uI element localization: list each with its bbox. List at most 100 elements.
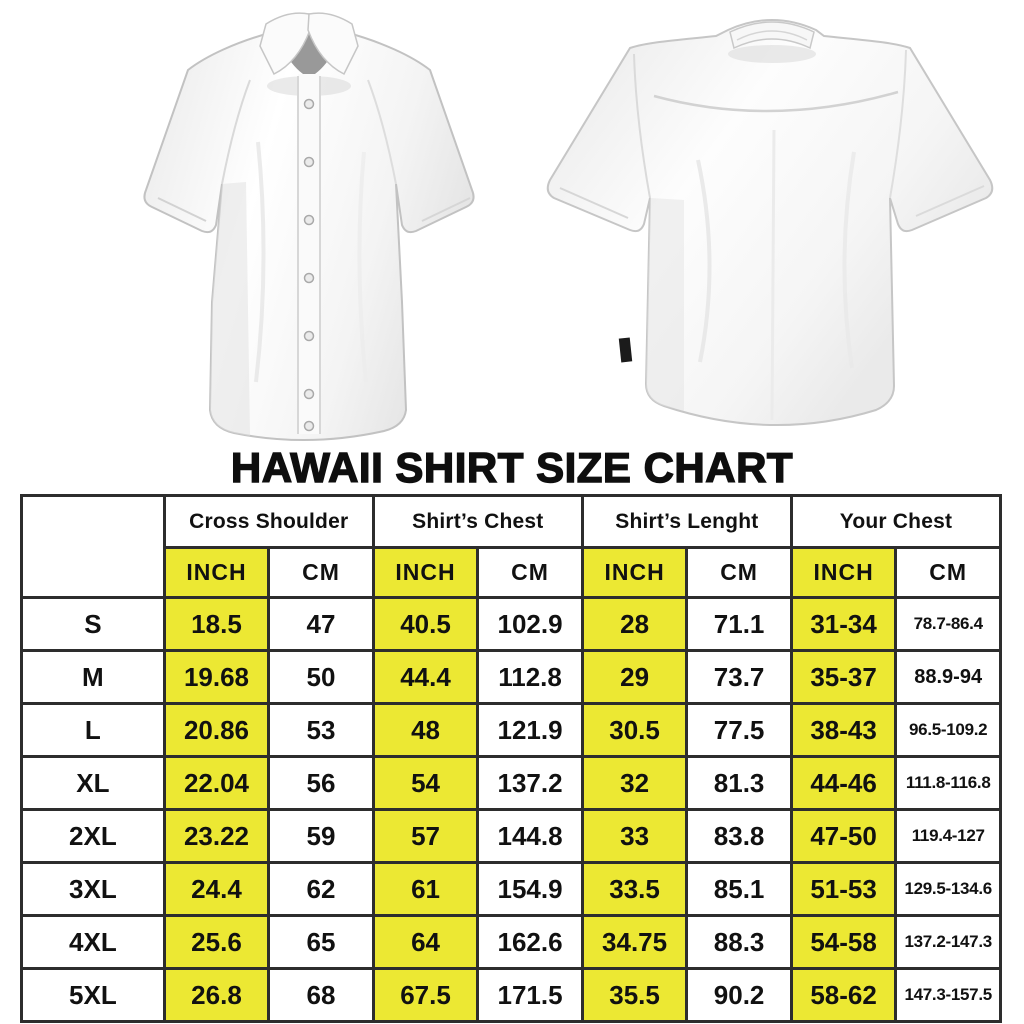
size-chart-table: Cross Shoulder Shirt’s Chest Shirt’s Len… <box>20 494 1003 1023</box>
shirt-buttons <box>303 98 315 432</box>
size-cell: 2XL <box>20 808 166 864</box>
inch-value-cell: 24.4 <box>162 861 271 917</box>
cm-value-cell: 162.6 <box>476 914 584 970</box>
size-cell: 4XL <box>20 914 166 970</box>
cm-value-cell: 137.2-147.3 <box>894 914 1002 970</box>
inch-value-cell: 23.22 <box>162 808 271 864</box>
cm-value-cell: 78.7-86.4 <box>894 596 1002 652</box>
size-cell: 3XL <box>20 861 166 917</box>
inch-value-cell: 38-43 <box>789 702 898 758</box>
inch-value-cell: 33 <box>580 808 689 864</box>
inch-value-cell: 40.5 <box>371 596 480 652</box>
inch-value-cell: 58-62 <box>789 967 898 1023</box>
table-row-m: M 19.68 50 44.4 112.8 29 73.7 35-37 88.9… <box>20 649 1002 705</box>
cm-value-cell: 88.3 <box>685 914 793 970</box>
cm-value-cell: 119.4-127 <box>894 808 1002 864</box>
inch-value-cell: 48 <box>371 702 480 758</box>
inch-value-cell: 18.5 <box>162 596 271 652</box>
unit-cm-cell: CM <box>685 546 793 599</box>
unit-inch-cell: INCH <box>162 546 271 599</box>
cm-value-cell: 62 <box>267 861 375 917</box>
cm-value-cell: 96.5-109.2 <box>894 702 1002 758</box>
inch-value-cell: 32 <box>580 755 689 811</box>
inch-value-cell: 44.4 <box>371 649 480 705</box>
cm-value-cell: 83.8 <box>685 808 793 864</box>
cm-value-cell: 102.9 <box>476 596 584 652</box>
cm-value-cell: 111.8-116.8 <box>894 755 1002 811</box>
cm-value-cell: 65 <box>267 914 375 970</box>
inch-value-cell: 33.5 <box>580 861 689 917</box>
inch-value-cell: 28 <box>580 596 689 652</box>
table-row-xl: XL 22.04 56 54 137.2 32 81.3 44-46 111.8… <box>20 755 1002 811</box>
unit-cm-cell: CM <box>476 546 584 599</box>
inch-value-cell: 31-34 <box>789 596 898 652</box>
size-cell: S <box>20 596 166 652</box>
inch-value-cell: 35-37 <box>789 649 898 705</box>
col-group-shirts-chest: Shirt’s Chest <box>371 494 584 549</box>
cm-value-cell: 81.3 <box>685 755 793 811</box>
shirt-back-collar <box>728 21 816 63</box>
cm-value-cell: 154.9 <box>476 861 584 917</box>
inch-value-cell: 57 <box>371 808 480 864</box>
unit-inch-cell: INCH <box>371 546 480 599</box>
shirt-hem-tag <box>618 337 633 363</box>
table-row-s: S 18.5 47 40.5 102.9 28 71.1 31-34 78.7-… <box>20 596 1002 652</box>
table-row-2xl: 2XL 23.22 59 57 144.8 33 83.8 47-50 119.… <box>20 808 1002 864</box>
inch-value-cell: 54 <box>371 755 480 811</box>
size-cell: L <box>20 702 166 758</box>
inch-value-cell: 61 <box>371 861 480 917</box>
inch-value-cell: 34.75 <box>580 914 689 970</box>
inch-value-cell: 26.8 <box>162 967 271 1023</box>
cm-value-cell: 71.1 <box>685 596 793 652</box>
table-row-3xl: 3XL 24.4 62 61 154.9 33.5 85.1 51-53 129… <box>20 861 1002 917</box>
shirt-back-body <box>546 19 994 427</box>
inch-value-cell: 19.68 <box>162 649 271 705</box>
cm-value-cell: 171.5 <box>476 967 584 1023</box>
inch-value-cell: 51-53 <box>789 861 898 917</box>
col-group-cross-shoulder: Cross Shoulder <box>162 494 375 549</box>
inch-value-cell: 25.6 <box>162 914 271 970</box>
unit-inch-cell: INCH <box>789 546 898 599</box>
cm-value-cell: 56 <box>267 755 375 811</box>
inch-value-cell: 44-46 <box>789 755 898 811</box>
unit-header-row: INCH CM INCH CM INCH CM INCH CM <box>22 546 1002 599</box>
unit-cm-cell: CM <box>267 546 375 599</box>
inch-value-cell: 67.5 <box>371 967 480 1023</box>
inch-value-cell: 20.86 <box>162 702 271 758</box>
cm-value-cell: 73.7 <box>685 649 793 705</box>
page-title: HAWAII SHIRT SIZE CHART <box>230 443 794 491</box>
cm-value-cell: 47 <box>267 596 375 652</box>
inch-value-cell: 64 <box>371 914 480 970</box>
cm-value-cell: 112.8 <box>476 649 584 705</box>
shirt-front-photo <box>143 12 475 442</box>
cm-value-cell: 144.8 <box>476 808 584 864</box>
shirt-back-photo <box>546 19 994 427</box>
inch-value-cell: 54-58 <box>789 914 898 970</box>
table-row-4xl: 4XL 25.6 65 64 162.6 34.75 88.3 54-58 13… <box>20 914 1002 970</box>
cm-value-cell: 53 <box>267 702 375 758</box>
cm-value-cell: 88.9-94 <box>894 649 1002 705</box>
cm-value-cell: 90.2 <box>685 967 793 1023</box>
cm-value-cell: 137.2 <box>476 755 584 811</box>
cm-value-cell: 147.3-157.5 <box>894 967 1002 1023</box>
cm-value-cell: 77.5 <box>685 702 793 758</box>
cm-value-cell: 121.9 <box>476 702 584 758</box>
size-cell: M <box>20 649 166 705</box>
cm-value-cell: 50 <box>267 649 375 705</box>
col-group-shirts-lenght: Shirt’s Lenght <box>580 494 793 549</box>
unit-cm-cell: CM <box>894 546 1002 599</box>
unit-inch-cell: INCH <box>580 546 689 599</box>
size-cell: 5XL <box>20 967 166 1023</box>
corner-cell <box>20 494 166 599</box>
shirt-front-placket <box>297 74 321 434</box>
cm-value-cell: 129.5-134.6 <box>894 861 1002 917</box>
cm-value-cell: 59 <box>267 808 375 864</box>
cm-value-cell: 85.1 <box>685 861 793 917</box>
inch-value-cell: 29 <box>580 649 689 705</box>
group-header-row: Cross Shoulder Shirt’s Chest Shirt’s Len… <box>20 494 1003 599</box>
inch-value-cell: 47-50 <box>789 808 898 864</box>
inch-value-cell: 35.5 <box>580 967 689 1023</box>
size-cell: XL <box>20 755 166 811</box>
col-group-your-chest: Your Chest <box>789 494 1003 549</box>
